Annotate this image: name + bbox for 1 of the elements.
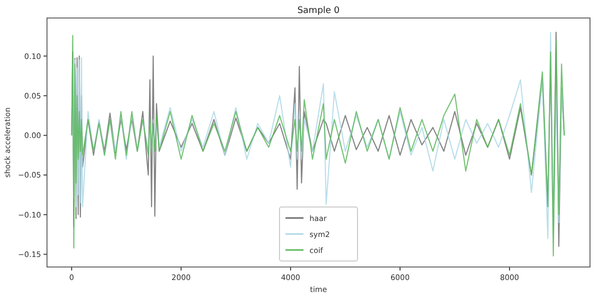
chart-title: Sample 0 (297, 6, 340, 16)
